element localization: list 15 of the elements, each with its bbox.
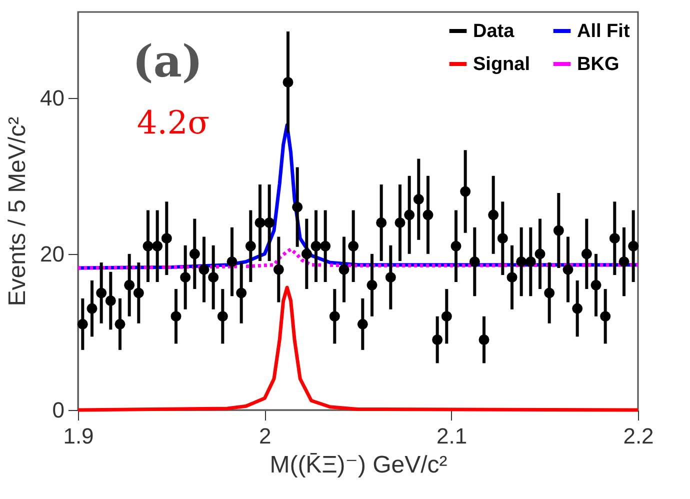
y-axis-title: Events / 5 MeV/c² <box>4 116 32 306</box>
x-tick-label: 2.1 <box>436 424 468 448</box>
y-tick-label: 40 <box>40 85 64 110</box>
x-tick-label: 1.9 <box>63 424 94 448</box>
x-axis-title: M((K̄Ξ)⁻) GeV/c² <box>270 452 448 478</box>
legend-label: BKG <box>577 54 620 75</box>
annotation: (a) <box>132 36 203 88</box>
x-tick-label: 2 <box>259 424 272 448</box>
legend-label: Signal <box>473 54 530 75</box>
legend-label: All Fit <box>577 21 630 42</box>
x-tick-label: 2.2 <box>623 424 654 448</box>
legend-label: Data <box>473 21 515 42</box>
y-tick-label: 20 <box>40 241 64 266</box>
annotation: 4.2σ <box>136 103 210 142</box>
y-tick-label: 0 <box>52 398 64 422</box>
